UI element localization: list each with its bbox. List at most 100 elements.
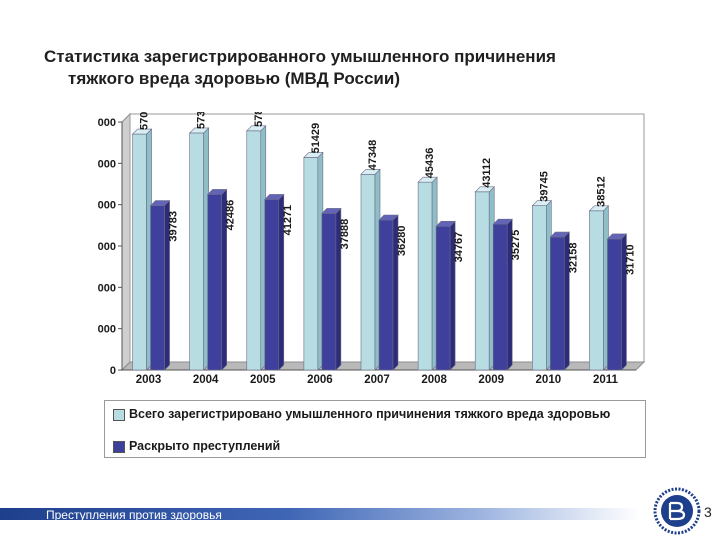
bar-solved xyxy=(378,214,399,371)
bar-total-top xyxy=(531,200,553,207)
bar-solved-front xyxy=(321,213,337,371)
bar-total xyxy=(188,127,210,371)
data-label-total: 38512 xyxy=(595,176,607,207)
bar-solved-front xyxy=(435,225,451,371)
bar-solved-front xyxy=(150,205,165,371)
y-tick-label: 20000 xyxy=(98,282,116,294)
legend-item-solved: Раскрыто преступлений xyxy=(113,439,629,453)
bar-solved xyxy=(549,231,571,371)
bar-total-top xyxy=(417,176,438,183)
data-label-solved: 42486 xyxy=(225,200,237,231)
bar-solved-front xyxy=(550,236,565,371)
x-tick-label: 2006 xyxy=(307,374,333,384)
bar-total xyxy=(474,186,495,371)
data-label-total: 57352 xyxy=(196,112,208,129)
university-logo-icon xyxy=(653,487,701,535)
bar-total-top xyxy=(588,205,610,212)
data-label-solved: 34767 xyxy=(453,232,465,263)
data-label-solved: 32158 xyxy=(567,242,579,273)
bar-total-front xyxy=(589,210,604,371)
bar-total-front xyxy=(189,132,204,371)
data-label-total: 57087 xyxy=(139,112,151,130)
bar-total xyxy=(303,151,324,371)
bar-total-top xyxy=(246,125,267,132)
bar-total-top xyxy=(188,127,210,134)
bar-total-front xyxy=(303,157,319,371)
y-tick-label: 10000 xyxy=(98,324,116,336)
y-tick-label: 40000 xyxy=(98,200,116,212)
data-label-total: 43112 xyxy=(481,158,493,188)
legend-label-total: Всего зарегистрировано умышленного причи… xyxy=(129,407,611,421)
slide-title: Статистика зарегистрированного умышленно… xyxy=(44,46,684,90)
bar-solved-front xyxy=(207,194,222,371)
bar-solved xyxy=(321,207,342,371)
y-tick-label: 30000 xyxy=(98,241,116,253)
bar-solved xyxy=(606,233,628,371)
bar-solved-top xyxy=(606,233,628,240)
footer-text: Преступления против здоровья xyxy=(46,508,222,522)
data-label-total: 57863 xyxy=(253,112,265,127)
bar-total xyxy=(588,205,610,371)
bar-solved xyxy=(435,220,456,371)
bar-total-top xyxy=(303,152,324,158)
bar-solved-top xyxy=(321,208,342,214)
x-tick-label: 2007 xyxy=(364,374,390,384)
bar-total-front xyxy=(474,191,490,371)
bar-total-front xyxy=(360,173,376,371)
bar-solved-top xyxy=(435,220,456,227)
plot-side-wall xyxy=(121,112,131,372)
bar-solved-front xyxy=(264,199,280,371)
bar-solved-top xyxy=(264,194,285,200)
x-tick-label: 2011 xyxy=(593,374,619,384)
data-label-total: 45436 xyxy=(424,148,436,179)
bar-solved-top xyxy=(206,189,228,195)
bar-total-front xyxy=(246,130,262,371)
bar-chart: 0 10000 20000 30000 40000 50000 60000 57087 3978… xyxy=(85,96,650,386)
bar-solved xyxy=(149,199,171,371)
bar-total-top xyxy=(131,128,153,135)
data-label-solved: 36280 xyxy=(396,225,408,256)
title-line-1: Статистика зарегистрированного умышленно… xyxy=(44,47,556,66)
chart-canvas: 0 10000 20000 30000 40000 50000 60000 57087 3978… xyxy=(85,96,646,386)
x-tick-label: 2005 xyxy=(250,374,276,384)
bar-total-front xyxy=(532,205,547,371)
data-label-total: 39745 xyxy=(538,171,550,202)
bar-solved-front xyxy=(378,219,394,371)
bar-total-front xyxy=(417,181,433,371)
y-tick-label: 60000 xyxy=(98,117,116,129)
x-tick-label: 2004 xyxy=(193,374,219,384)
bar-total-top xyxy=(360,168,381,175)
bar-total-top xyxy=(474,186,495,193)
data-label-solved: 41271 xyxy=(282,205,294,236)
data-label-solved: 39783 xyxy=(168,211,180,242)
bar-solved-front xyxy=(492,223,508,371)
y-tick-label: 50000 xyxy=(98,158,116,170)
bar-solved-top xyxy=(549,231,571,238)
legend-swatch-solved xyxy=(113,441,125,453)
bar-solved-front xyxy=(607,238,622,371)
bar-total-front xyxy=(132,133,147,371)
bar-solved-top xyxy=(378,214,399,221)
x-tick-label: 2009 xyxy=(478,374,504,384)
bar-total xyxy=(131,128,153,371)
footer-bar xyxy=(0,508,640,520)
legend-item-total: Всего зарегистрировано умышленного причи… xyxy=(113,407,629,421)
bar-total xyxy=(360,168,381,371)
legend-label-solved: Раскрыто преступлений xyxy=(129,439,281,453)
bar-solved xyxy=(492,218,513,371)
data-label-total: 51429 xyxy=(310,123,322,154)
x-tick-label: 2008 xyxy=(421,374,447,384)
bar-solved-top xyxy=(149,200,171,206)
data-label-solved: 35275 xyxy=(510,230,522,261)
bar-total xyxy=(417,176,438,371)
title-line-2: тяжкого вреда здоровью (МВД России) xyxy=(68,69,400,88)
chart-legend: Всего зарегистрировано умышленного причи… xyxy=(104,400,646,458)
bar-solved-top xyxy=(492,218,513,225)
bar-solved xyxy=(206,188,228,371)
x-tick-label: 2010 xyxy=(536,374,562,384)
bar-solved xyxy=(264,193,285,371)
bar-total xyxy=(531,199,553,371)
page-number: 3 xyxy=(704,504,712,520)
y-tick-label: 0 xyxy=(110,365,116,377)
bar-total xyxy=(246,125,267,371)
